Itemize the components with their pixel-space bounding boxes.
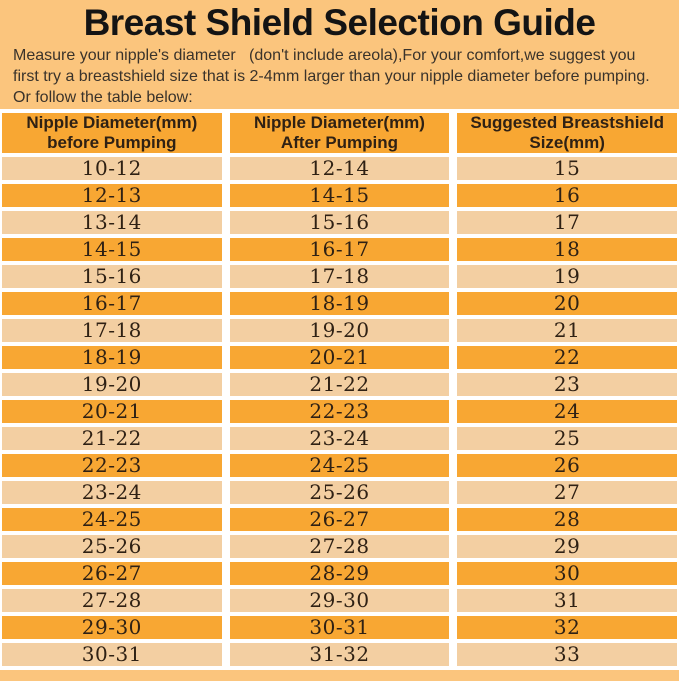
- table-cell: 31-32: [229, 643, 450, 666]
- table-cell: 24: [457, 400, 677, 423]
- table-cell: 33: [457, 643, 677, 666]
- table-cell: 20-21: [2, 400, 222, 423]
- column-header-before-pumping: Nipple Diameter(mm) before Pumping: [2, 113, 222, 153]
- table-cell: 28: [457, 508, 677, 531]
- table-row: 18-19 20-21 22: [2, 346, 677, 369]
- table-cell: 15-16: [229, 211, 450, 234]
- table-cell: 25: [457, 427, 677, 450]
- table-cell: 14-15: [229, 184, 450, 207]
- table-cell: 12-13: [2, 184, 222, 207]
- table-cell: 17-18: [2, 319, 222, 342]
- table-cell: 16: [457, 184, 677, 207]
- table-row: 14-15 16-17 18: [2, 238, 677, 261]
- table-row: 29-30 30-31 32: [2, 616, 677, 639]
- table-row: 23-24 25-26 27: [2, 481, 677, 504]
- table-row: 26-27 28-29 30: [2, 562, 677, 585]
- table-cell: 26-27: [2, 562, 222, 585]
- table-row: 15-16 17-18 19: [2, 265, 677, 288]
- table-cell: 32: [457, 616, 677, 639]
- table-row: 22-23 24-25 26: [2, 454, 677, 477]
- table-cell: 18: [457, 238, 677, 261]
- table-row: 10-12 12-14 15: [2, 157, 677, 180]
- table-row: 24-25 26-27 28: [2, 508, 677, 531]
- table-cell: 17-18: [229, 265, 450, 288]
- table-row: 12-13 14-15 16: [2, 184, 677, 207]
- table-cell: 29-30: [2, 616, 222, 639]
- table-cell: 12-14: [229, 157, 450, 180]
- table-cell: 15: [457, 157, 677, 180]
- table-cell: 18-19: [2, 346, 222, 369]
- table-cell: 18-19: [229, 292, 450, 315]
- column-header-suggested-size: Suggested Breastshield Size(mm): [457, 113, 677, 153]
- table-header-row: Nipple Diameter(mm) before Pumping Nippl…: [2, 113, 677, 153]
- table-cell: 14-15: [2, 238, 222, 261]
- table-cell: 20-21: [229, 346, 450, 369]
- table-cell: 30-31: [2, 643, 222, 666]
- table-cell: 26: [457, 454, 677, 477]
- intro-line: Or follow the table below:: [13, 89, 193, 106]
- table-row: 16-17 18-19 20: [2, 292, 677, 315]
- table-cell: 13-14: [2, 211, 222, 234]
- table-cell: 25-26: [2, 535, 222, 558]
- table-cell: 20: [457, 292, 677, 315]
- table-cell: 16-17: [229, 238, 450, 261]
- table-row: 30-31 31-32 33: [2, 643, 677, 666]
- table-cell: 31: [457, 589, 677, 612]
- table-cell: 10-12: [2, 157, 222, 180]
- table-cell: 27-28: [229, 535, 450, 558]
- table-cell: 22-23: [2, 454, 222, 477]
- table-row: 21-22 23-24 25: [2, 427, 677, 450]
- table-cell: 27-28: [2, 589, 222, 612]
- table-cell: 17: [457, 211, 677, 234]
- table-row: 27-28 29-30 31: [2, 589, 677, 612]
- table-cell: 30: [457, 562, 677, 585]
- table-row: 13-14 15-16 17: [2, 211, 677, 234]
- intro-paragraph: Measure your nipple's diameter (don't in…: [13, 45, 679, 108]
- table-cell: 29-30: [229, 589, 450, 612]
- table-cell: 16-17: [2, 292, 222, 315]
- table-body: 10-12 12-14 15 12-13 14-15 16 13-14 15-16 17 14-1…: [2, 157, 677, 666]
- table-row: 17-18 19-20 21: [2, 319, 677, 342]
- table-cell: 22-23: [229, 400, 450, 423]
- table-cell: 23-24: [2, 481, 222, 504]
- table-cell: 21-22: [2, 427, 222, 450]
- table-cell: 21: [457, 319, 677, 342]
- intro-line: Measure your nipple's diameter (don't in…: [13, 47, 636, 64]
- table-cell: 19-20: [2, 373, 222, 396]
- table-cell: 25-26: [229, 481, 450, 504]
- table-cell: 26-27: [229, 508, 450, 531]
- table-cell: 24-25: [2, 508, 222, 531]
- table-cell: 30-31: [229, 616, 450, 639]
- table-row: 20-21 22-23 24: [2, 400, 677, 423]
- table-cell: 23-24: [229, 427, 450, 450]
- column-header-after-pumping: Nipple Diameter(mm) After Pumping: [229, 113, 450, 153]
- table-cell: 27: [457, 481, 677, 504]
- table-cell: 19-20: [229, 319, 450, 342]
- table-cell: 28-29: [229, 562, 450, 585]
- table-row: 19-20 21-22 23: [2, 373, 677, 396]
- table-cell: 22: [457, 346, 677, 369]
- table-row: 25-26 27-28 29: [2, 535, 677, 558]
- page-title: Breast Shield Selection Guide: [83, 2, 596, 43]
- table-cell: 29: [457, 535, 677, 558]
- table-cell: 23: [457, 373, 677, 396]
- selection-table: Nipple Diameter(mm) before Pumping Nippl…: [0, 109, 679, 670]
- table-cell: 21-22: [229, 373, 450, 396]
- table-cell: 24-25: [229, 454, 450, 477]
- intro-line: first try a breastshield size that is 2-…: [13, 68, 650, 85]
- selection-table-wrapper: Nipple Diameter(mm) before Pumping Nippl…: [0, 109, 679, 670]
- table-cell: 15-16: [2, 265, 222, 288]
- table-cell: 19: [457, 265, 677, 288]
